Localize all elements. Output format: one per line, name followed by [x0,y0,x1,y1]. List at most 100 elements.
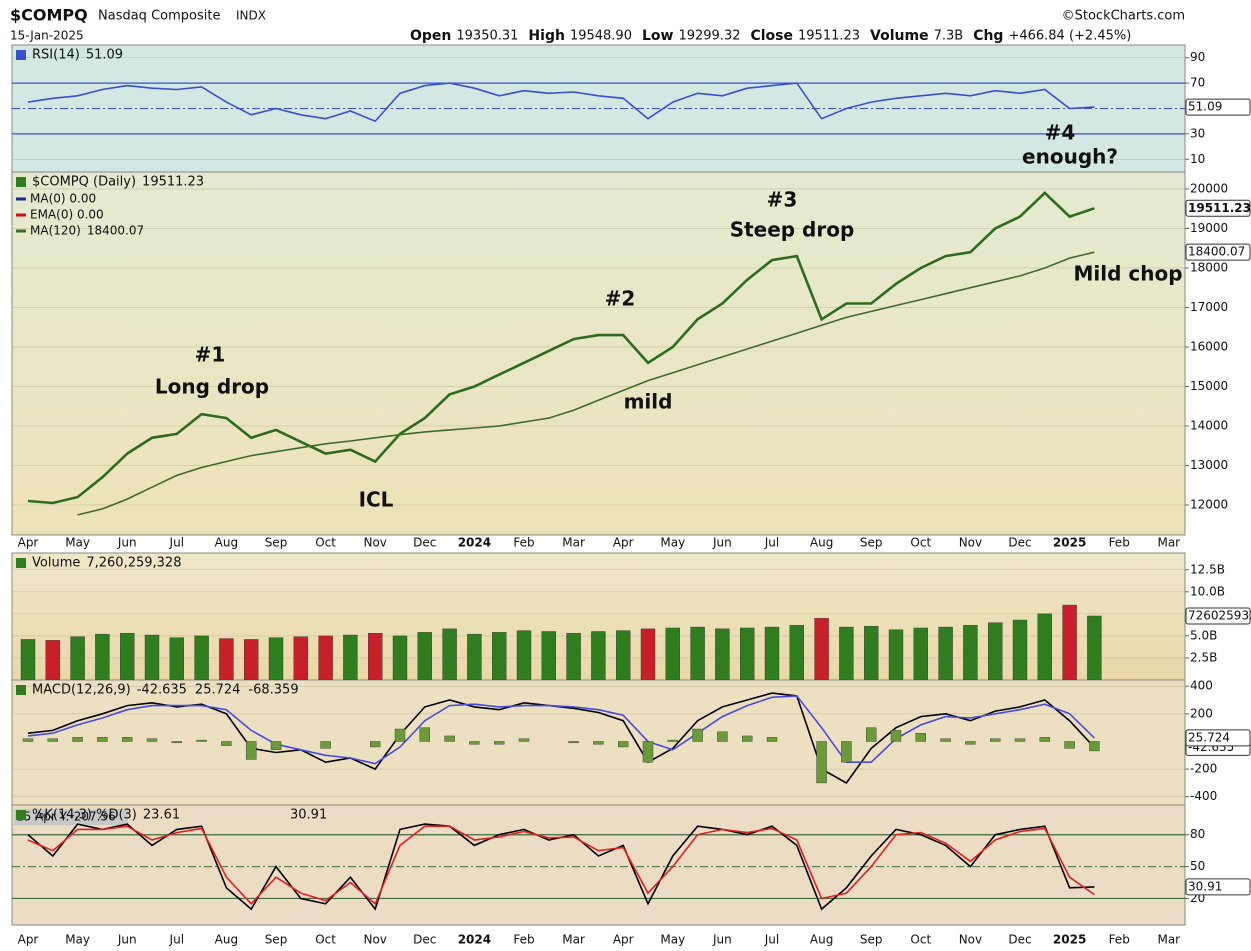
stat-label: Chg [973,28,1003,44]
x-tick-label: Jul [169,933,184,947]
bar [119,633,135,680]
y-tick-label: -200 [1190,762,1217,776]
y-tick-label: 20000 [1190,181,1228,195]
stat-label: High [528,28,565,44]
x-tick-label: Apr [613,536,634,550]
stat-label: Volume [870,28,929,44]
x-tick-label: Apr [613,933,634,947]
y-tick-label: 17000 [1190,300,1228,314]
line [77,251,1095,516]
bar [541,631,556,680]
title-last-value: 51.09 [86,48,123,63]
bar [469,741,480,745]
y-tick-label: 14000 [1190,418,1228,432]
bar [940,738,951,742]
y-tick-label: 10.0B [1190,584,1225,598]
panel-title: %K(14,3) %D(3) [32,808,137,823]
x-tick-label: Jun [117,933,137,947]
x-tick-label: Nov [959,933,982,947]
last-value-label: 7260259328 [1188,608,1251,622]
y-tick-label: 2.5B [1190,650,1217,664]
x-tick-label: Feb [1109,933,1130,947]
bar [121,737,133,742]
stat-value: +466.84 (+2.45%) [1008,29,1131,44]
x-tick-label: Jul [764,536,779,550]
stoch-panel [11,804,1186,926]
bar [715,628,730,680]
y-tick-label: 90 [1190,50,1205,64]
bar [764,626,780,680]
exchange: INDX [236,9,266,23]
bar [1037,613,1053,680]
x-tick-label: Nov [363,933,386,947]
date: 15-Jan-2025 [10,29,84,43]
y-tick-label: 18000 [1190,260,1228,274]
bar [915,732,926,742]
y-tick-label: 30 [1190,126,1205,140]
x-tick-label: Aug [215,933,238,947]
x-tick-label: Jun [712,536,732,550]
plot [12,188,1185,516]
y-tick-label: 16000 [1190,339,1228,353]
x-tick-label: Dec [413,933,436,947]
stat-value: 19299.32 [678,29,740,44]
bar [270,741,282,750]
stat-value: 7.3B [934,29,964,44]
line [27,825,1095,906]
bar [814,618,829,680]
stat-label: Close [750,28,793,44]
bar [194,635,209,680]
annotation: #3 [767,188,798,212]
stat-label: Low [642,28,674,44]
bar [95,633,110,680]
y-tick-label: 50 [1190,859,1205,873]
x-tick-label: Nov [363,536,386,550]
bar [593,741,604,745]
bar [1062,604,1077,680]
y-tick-label: 400 [1190,679,1213,693]
title-icon [16,810,26,820]
y-tick-label: 10 [1190,152,1205,166]
bar [171,741,183,744]
x-tick-label: Aug [810,933,833,947]
cursor-box [14,809,128,825]
bar [740,627,755,680]
y-tick-label: 12000 [1190,497,1228,511]
bar [196,739,207,742]
bar [692,728,703,742]
bar [45,640,60,680]
x-tick-label: Mar [562,933,585,947]
legend-value: 30.91 [290,808,327,823]
bar [839,626,854,680]
bar [866,727,877,742]
y-tick-label: 13000 [1190,458,1228,472]
bar [789,625,804,680]
bar [144,634,160,680]
stat-value: 19511.23 [798,29,860,44]
bar [1014,738,1026,742]
stat-label: Open [410,28,451,44]
bar [566,633,581,680]
x-tick-label: Sep [265,933,288,947]
x-tick-label: 2024 [458,933,491,947]
annotation: #4 [1045,121,1076,145]
x-tick-label: May [65,933,90,947]
annotation: Steep drop [730,218,855,242]
x-tick-label: Jul [764,933,779,947]
bar [568,741,579,744]
bar [1087,615,1102,680]
bar [890,730,902,742]
bar [938,626,953,680]
source: ©StockCharts.com [1062,9,1185,24]
panel-title: RSI(14) [32,48,80,63]
last-value-box [1185,729,1251,747]
bar [442,628,457,680]
legend-value: -42.635 [137,683,187,698]
bar [888,629,904,680]
y-tick-label: 5.0B [1190,628,1217,642]
legend-value: 23.61 [143,808,180,823]
line [27,82,1095,123]
bar [690,626,705,680]
bar [492,632,507,680]
